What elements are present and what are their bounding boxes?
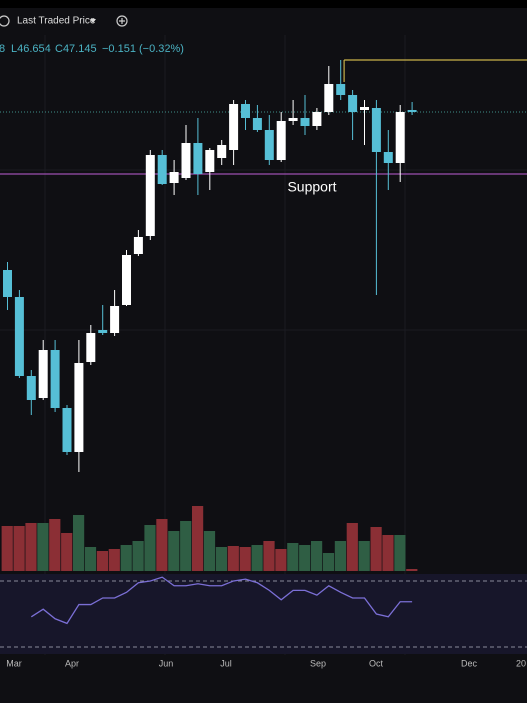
volume-bar xyxy=(227,546,239,571)
volume-bar xyxy=(322,553,335,571)
candle-body xyxy=(241,104,250,118)
candle-body xyxy=(74,363,84,452)
volume-bar xyxy=(37,523,49,571)
volume-bar xyxy=(394,535,406,571)
volume-bar xyxy=(61,533,73,571)
candle-body xyxy=(169,172,179,183)
candle-body xyxy=(110,306,120,333)
candle-body xyxy=(193,143,203,174)
add-icon-plus xyxy=(119,18,125,24)
candle-body xyxy=(383,152,393,163)
price-source[interactable]: Last Traded Price xyxy=(17,16,96,27)
candle-body xyxy=(145,155,155,236)
candle-body xyxy=(133,237,143,254)
ohlc-legend: 8 L46.654 C47.145 −0.151 (−0.32%) xyxy=(0,43,184,55)
candle-body xyxy=(205,150,215,172)
volume-bar xyxy=(1,526,13,571)
candle-body xyxy=(181,143,191,178)
candle-body xyxy=(348,95,358,112)
candle-body xyxy=(288,118,298,121)
volume-bar xyxy=(120,545,132,571)
candle-body xyxy=(14,297,24,376)
rsi-line xyxy=(30,576,413,625)
volume-bar xyxy=(382,535,394,571)
volume-bar xyxy=(275,549,287,571)
volume-bar xyxy=(73,515,85,571)
candle-body xyxy=(300,118,310,126)
candle-body xyxy=(252,118,262,130)
candle-body xyxy=(86,333,96,362)
candle-body xyxy=(229,104,239,150)
top-strip xyxy=(0,0,527,8)
toolbar: Last Traded Price xyxy=(0,15,128,27)
x-tick-label: Apr xyxy=(65,658,79,668)
volume-bar xyxy=(132,541,144,571)
candle-body xyxy=(360,107,369,110)
volume-bar xyxy=(299,545,311,571)
candle-body xyxy=(62,408,72,452)
volume-bar xyxy=(311,541,323,571)
volume-bar xyxy=(49,519,61,571)
volume-bar xyxy=(96,551,108,571)
candle-body xyxy=(217,145,227,158)
volume-bar xyxy=(358,541,370,571)
x-tick-label: Jun xyxy=(159,658,174,668)
candle-body xyxy=(336,84,346,95)
volume-bar xyxy=(108,549,120,571)
volume-bar xyxy=(144,525,156,571)
volume-bar xyxy=(156,519,168,571)
volume-bar xyxy=(192,506,204,571)
volume-bar xyxy=(346,523,358,571)
candle-body xyxy=(26,376,36,400)
volume-bar xyxy=(251,545,263,571)
volume-bar xyxy=(13,526,25,571)
x-tick-label: Jul xyxy=(220,658,232,668)
volume-bar xyxy=(287,543,299,571)
volume-bar xyxy=(203,531,216,571)
volume-bar xyxy=(215,547,227,571)
x-tick-label: Dec xyxy=(461,658,478,668)
x-tick-label: 20 xyxy=(516,658,526,668)
volume-bar xyxy=(239,547,251,571)
candle-body xyxy=(324,84,334,112)
dropdown-caret[interactable] xyxy=(90,19,96,23)
volume-bar xyxy=(84,547,97,571)
ohlc-low: L46.654 xyxy=(11,43,51,55)
volume-bar xyxy=(180,521,192,571)
candle-body xyxy=(38,350,48,398)
volume-bar xyxy=(25,523,37,571)
volume-bar xyxy=(406,569,418,571)
candle-body xyxy=(371,108,381,152)
volume-bar xyxy=(334,541,346,571)
candle-body xyxy=(407,110,417,112)
candle-body xyxy=(312,112,322,126)
candle-body xyxy=(50,350,60,408)
ohlc-value: 8 xyxy=(0,43,5,55)
close-icon[interactable] xyxy=(0,15,10,27)
volume-bar xyxy=(168,531,180,571)
x-tick-label: Sep xyxy=(310,658,326,668)
x-tick-label: Oct xyxy=(369,658,384,668)
candle-body xyxy=(3,270,12,297)
candle-body xyxy=(264,130,274,160)
add-icon[interactable] xyxy=(116,15,128,27)
ohlc-close: C47.145 xyxy=(55,43,97,55)
candle-body xyxy=(276,121,286,160)
volume-bar xyxy=(263,541,275,571)
x-tick-label: Mar xyxy=(6,658,22,668)
support-label: Support xyxy=(287,179,336,195)
ohlc-change: −0.151 (−0.32%) xyxy=(102,43,184,55)
candle-body xyxy=(98,330,108,333)
candle-body xyxy=(157,155,167,184)
candle-body xyxy=(122,255,131,305)
volume-bar xyxy=(370,527,382,571)
candle-body xyxy=(395,112,405,163)
